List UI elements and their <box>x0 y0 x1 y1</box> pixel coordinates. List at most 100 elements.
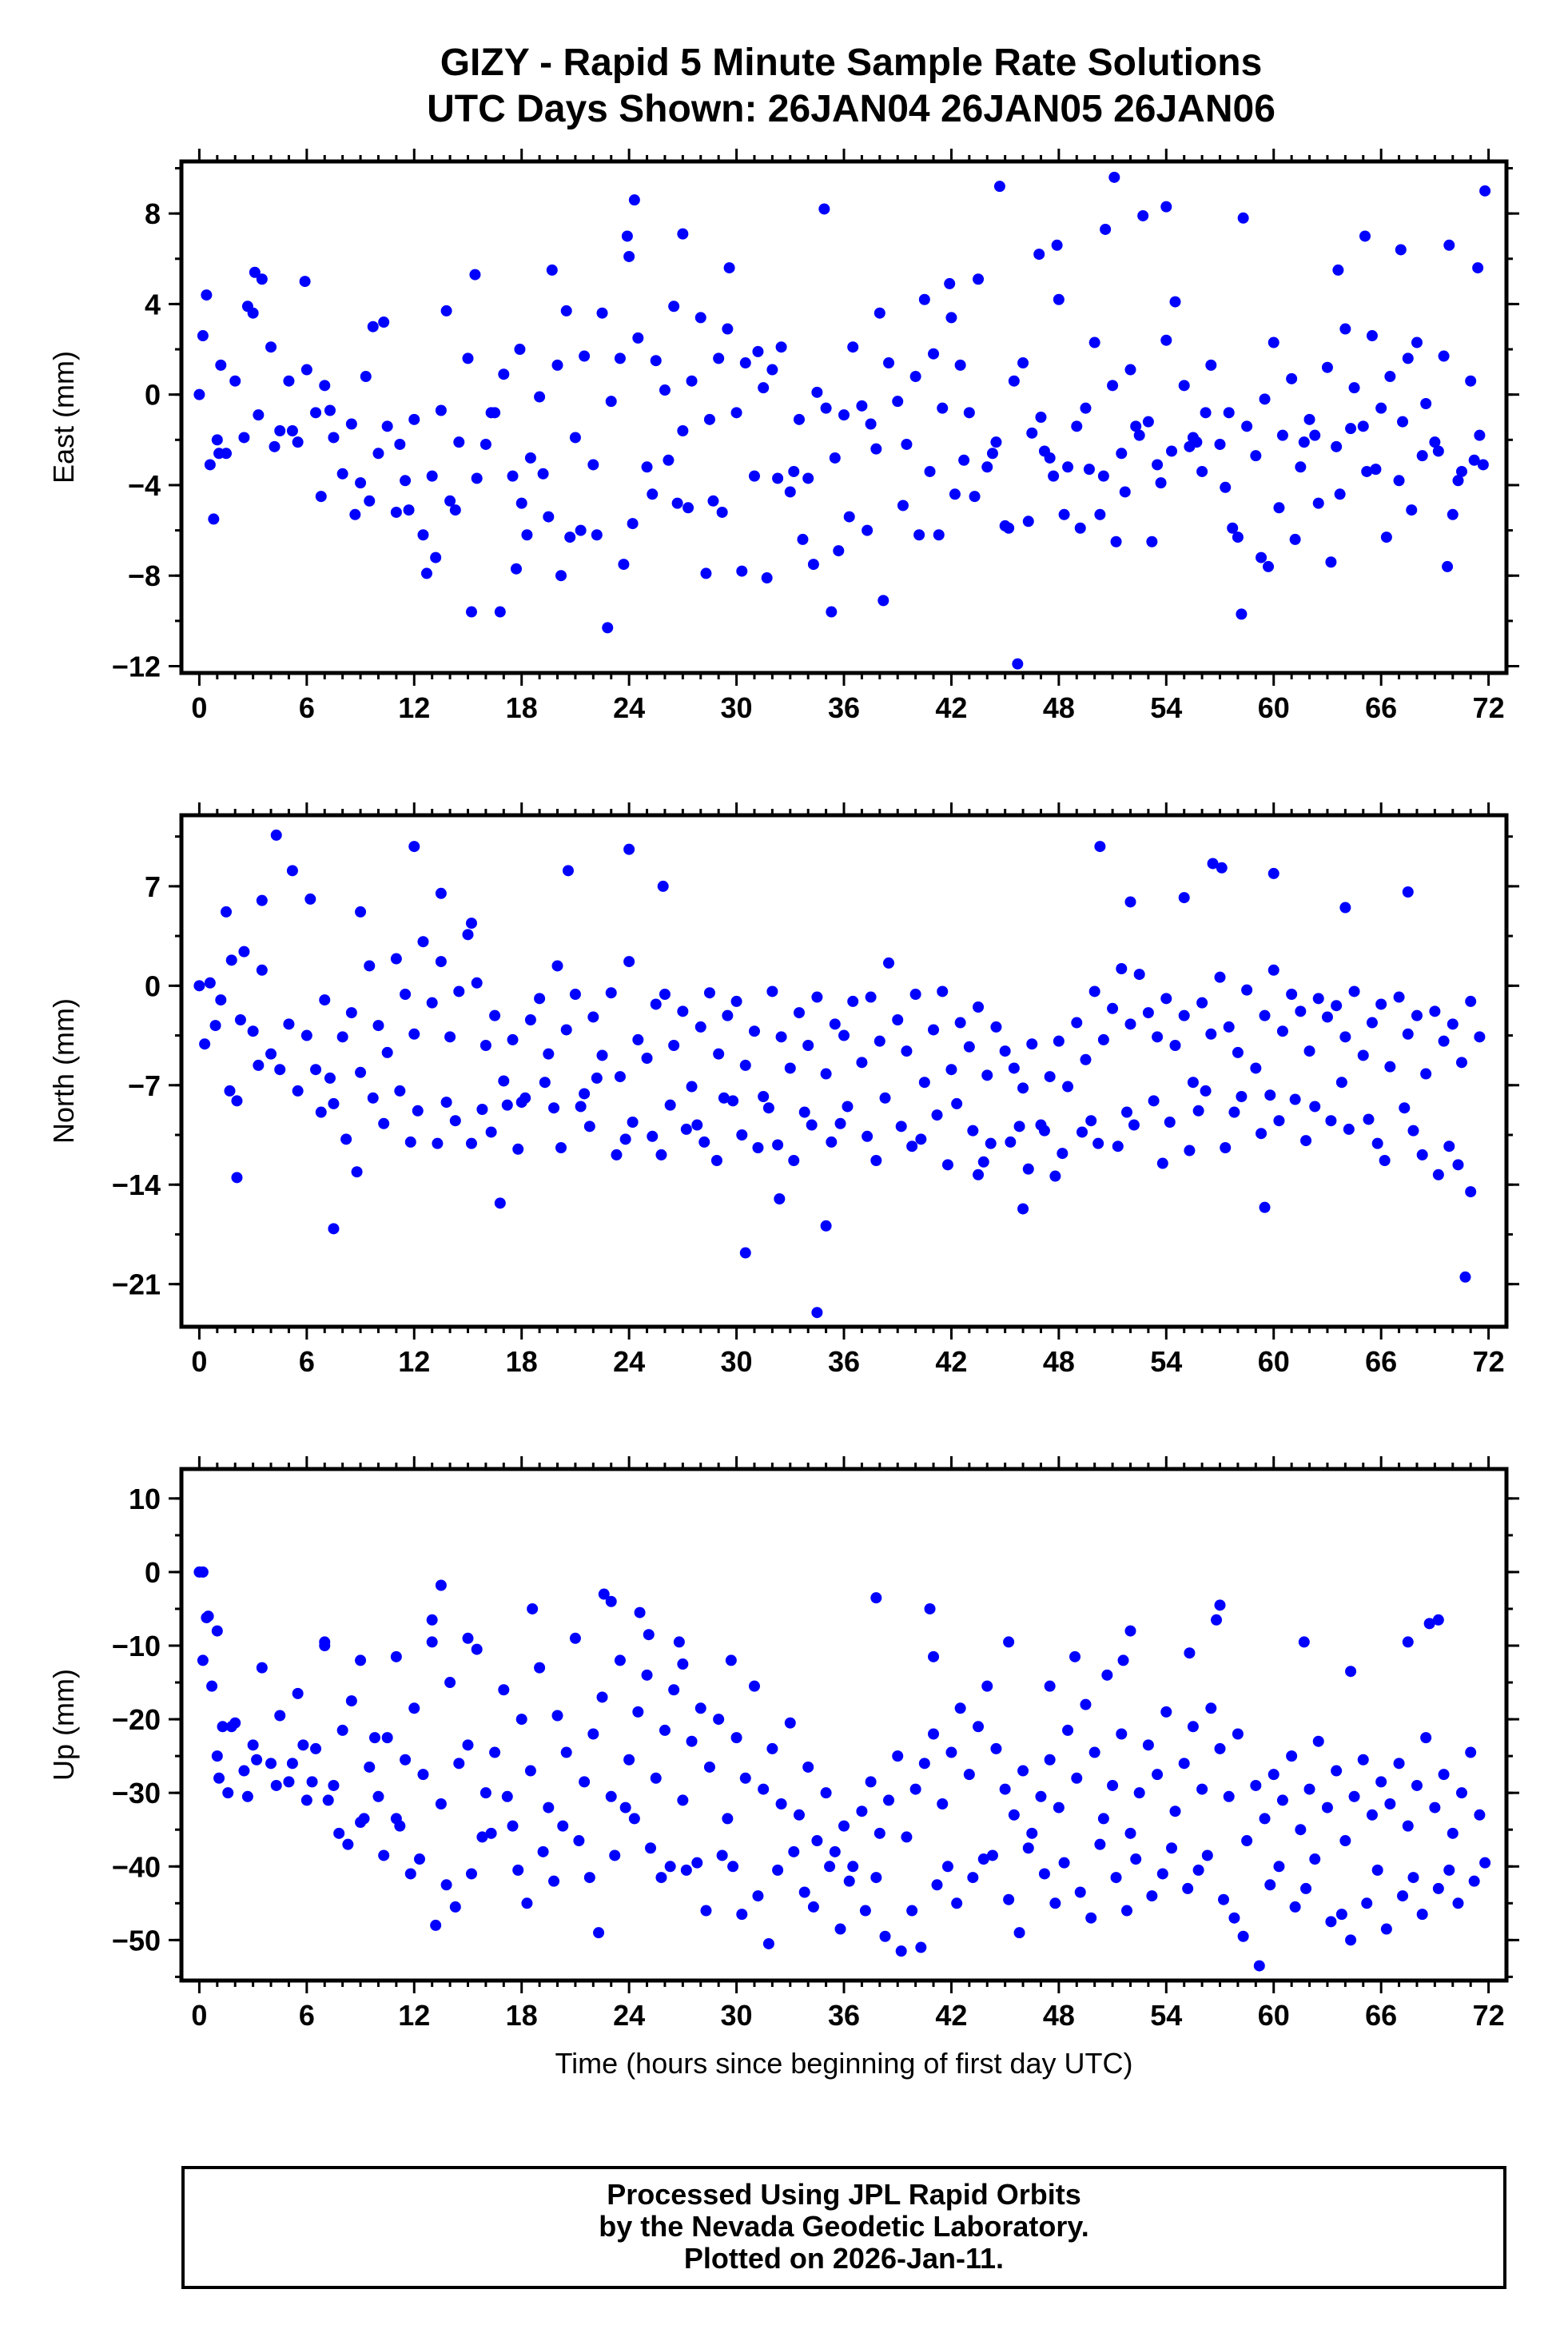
y-tick-label: 0 <box>145 1556 161 1589</box>
data-point <box>931 1109 943 1121</box>
data-point <box>270 829 282 841</box>
data-point <box>1117 1654 1129 1666</box>
data-point <box>874 1827 885 1839</box>
data-point <box>1044 1680 1056 1692</box>
data-point <box>722 1813 734 1825</box>
data-point <box>560 1024 572 1036</box>
data-point <box>883 957 895 969</box>
y-axis-label: North (mm) <box>47 998 80 1144</box>
data-point <box>1455 465 1467 477</box>
data-point <box>197 330 209 342</box>
data-point <box>355 1654 367 1666</box>
data-point <box>928 1728 940 1740</box>
data-point <box>677 228 689 240</box>
data-point <box>627 1117 639 1128</box>
data-point <box>440 305 452 317</box>
x-tick-label: 18 <box>506 1345 538 1378</box>
data-point <box>918 1758 930 1770</box>
chart-title: GIZY - Rapid 5 Minute Sample Rate Soluti… <box>0 40 1568 133</box>
data-point <box>915 1941 927 1953</box>
data-point <box>677 1794 689 1806</box>
data-point <box>1008 1809 1020 1821</box>
data-point <box>224 1085 236 1097</box>
data-point <box>870 1872 882 1884</box>
data-point <box>372 1020 384 1032</box>
data-point <box>1380 1923 1392 1935</box>
data-point <box>1370 464 1382 476</box>
data-point <box>598 1588 610 1600</box>
data-point <box>462 352 474 364</box>
data-point <box>480 1040 491 1051</box>
data-point <box>345 1695 357 1707</box>
data-point <box>333 1827 345 1839</box>
data-point <box>543 1048 555 1060</box>
data-point <box>1300 1135 1312 1147</box>
data-point <box>358 1813 370 1825</box>
data-point <box>213 448 225 460</box>
data-point <box>1121 1905 1133 1917</box>
data-point <box>1335 1077 1347 1089</box>
data-point <box>476 1831 488 1843</box>
data-point <box>1146 1890 1158 1902</box>
data-point <box>408 841 420 853</box>
data-point <box>1038 1868 1050 1880</box>
data-point <box>1339 323 1351 335</box>
data-point <box>1116 448 1128 460</box>
data-point <box>1094 841 1106 853</box>
data-point <box>1097 470 1109 482</box>
data-point <box>878 595 889 607</box>
data-point <box>647 1130 659 1142</box>
data-point <box>583 1872 595 1884</box>
data-point <box>1038 1125 1050 1137</box>
data-point <box>440 1879 452 1891</box>
data-point <box>367 320 379 332</box>
data-point <box>862 1130 874 1142</box>
data-point <box>1402 886 1414 898</box>
data-point <box>686 1081 698 1093</box>
data-point <box>1395 244 1407 256</box>
data-point <box>1184 1145 1196 1157</box>
data-point <box>462 1739 474 1751</box>
data-point <box>283 1776 295 1788</box>
data-point <box>430 551 442 563</box>
data-point <box>1062 1081 1074 1093</box>
data-point <box>440 1097 452 1109</box>
data-point <box>761 572 773 584</box>
data-point <box>1211 1614 1223 1626</box>
data-point <box>1273 1861 1285 1873</box>
data-point <box>727 1861 739 1873</box>
data-point <box>605 396 617 408</box>
y-axis-label: East (mm) <box>47 351 80 484</box>
data-point <box>634 1606 646 1618</box>
data-point <box>1080 1698 1092 1710</box>
data-point <box>1237 1930 1249 1942</box>
data-point <box>1094 508 1106 520</box>
data-point <box>534 993 546 1005</box>
data-point <box>1035 1790 1047 1802</box>
data-point <box>1152 459 1164 471</box>
data-point <box>269 440 281 452</box>
x-tick-label: 48 <box>1043 1345 1075 1378</box>
data-point <box>826 606 838 618</box>
data-point <box>527 1602 539 1614</box>
data-point <box>664 1861 676 1873</box>
data-point <box>1438 1035 1450 1047</box>
data-point <box>208 513 220 525</box>
data-point <box>564 531 576 543</box>
data-point <box>963 1041 975 1053</box>
data-point <box>668 1684 680 1696</box>
credits-line-2: by the Nevada Geodetic Laboratory. <box>599 2210 1089 2243</box>
data-point <box>933 529 945 541</box>
data-point <box>573 1835 585 1847</box>
data-point <box>1375 998 1387 1010</box>
data-point <box>818 203 830 215</box>
data-point <box>641 1053 653 1064</box>
y-tick-label: −7 <box>128 1069 161 1102</box>
data-point <box>784 1717 796 1729</box>
data-point <box>739 1247 751 1259</box>
data-point <box>378 317 390 328</box>
data-point <box>548 1875 560 1887</box>
x-tick-label: 30 <box>721 1345 753 1378</box>
data-point <box>241 301 253 313</box>
data-point <box>1152 1769 1164 1781</box>
